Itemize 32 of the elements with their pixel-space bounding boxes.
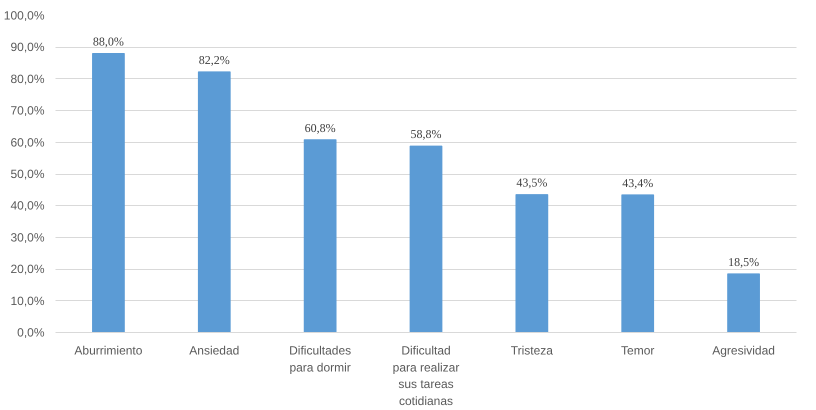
data-label: 43,5%	[516, 176, 548, 190]
x-tick-label: Aburrimiento	[74, 344, 143, 358]
y-tick-label: 60,0%	[10, 135, 45, 150]
data-label: 88,0%	[92, 34, 124, 49]
bar	[92, 53, 125, 332]
bar	[410, 146, 442, 332]
y-tick-label: 90,0%	[10, 40, 45, 54]
data-label: 58,8%	[410, 127, 442, 142]
x-tick-label: Dificultades para dormir	[289, 344, 352, 374]
y-tick-label: 70,0%	[10, 104, 45, 118]
x-tick-label: Ansiedad	[189, 344, 240, 358]
x-tick-label: Agresividad	[712, 344, 775, 358]
bar	[621, 194, 654, 332]
y-tick-label: 30,0%	[10, 230, 45, 244]
data-label: 82,2%	[198, 52, 230, 67]
y-tick-label: 40,0%	[10, 198, 45, 213]
bar	[727, 273, 760, 332]
data-label: 60,8%	[304, 120, 336, 135]
y-tick-label: 10,0%	[10, 294, 45, 308]
y-tick-label: 20,0%	[10, 262, 45, 276]
y-tick-label: 50,0%	[10, 167, 45, 181]
y-tick-label: 100,0%	[4, 8, 45, 22]
data-label: 43,4%	[622, 176, 654, 190]
x-tick-label: Temor	[621, 344, 654, 358]
x-tick-label: Tristeza	[510, 344, 554, 358]
x-tick-label: Dificultad para realizar sus tareas cotidianas	[392, 344, 460, 408]
y-tick-label: 0,0%	[17, 326, 45, 340]
bar	[515, 194, 548, 332]
y-tick-label: 80,0%	[10, 72, 45, 86]
bar	[198, 71, 231, 332]
bar	[304, 139, 337, 332]
data-label: 18,5%	[728, 254, 760, 269]
